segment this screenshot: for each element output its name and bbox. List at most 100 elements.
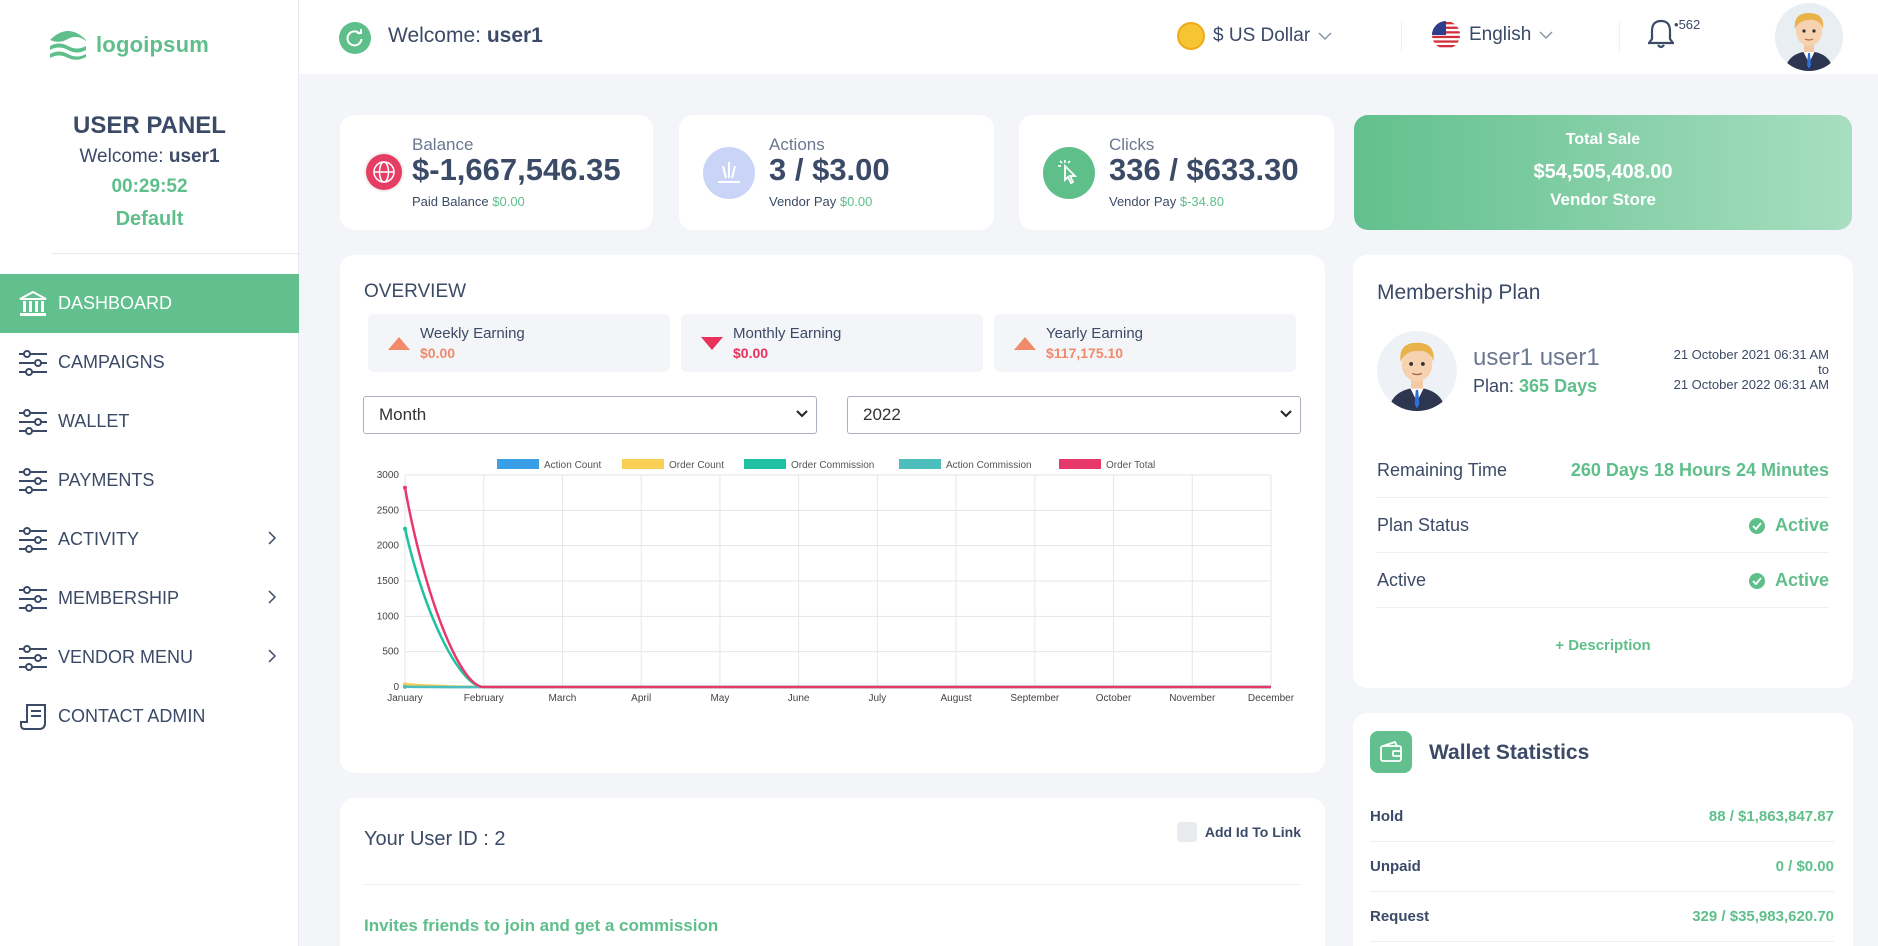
- overview-title: OVERVIEW: [364, 281, 467, 302]
- clicks-card: Clicks 336 / $633.30 Vendor Pay $-34.80: [1019, 115, 1334, 230]
- x-tick-label: November: [1169, 693, 1216, 704]
- user-avatar-icon: [1388, 342, 1446, 411]
- y-tick-label: 0: [393, 682, 399, 693]
- yearly-earning: Yearly Earning $117,175.10: [994, 314, 1296, 372]
- actions-card: Actions 3 / $3.00 Vendor Pay $0.00: [679, 115, 994, 230]
- add-id-to-link-checkbox[interactable]: Add Id To Link: [1176, 822, 1301, 842]
- divider: [364, 884, 1300, 885]
- legend-item[interactable]: Action Count: [497, 459, 601, 471]
- membership-title: Membership Plan: [1377, 281, 1541, 304]
- x-axis: January February March April May June July Augu…: [387, 693, 1295, 704]
- row-label: Active: [1377, 570, 1427, 590]
- period-select[interactable]: Month: [363, 396, 817, 434]
- remaining-time-row: Remaining Time 260 Days 18 Hours 24 Minu…: [1377, 444, 1829, 498]
- refresh-button[interactable]: [339, 22, 371, 54]
- wallet-title: Wallet Statistics: [1429, 741, 1590, 764]
- refresh-icon: [346, 29, 363, 47]
- user-panel-summary: USER PANEL Welcome: user1 00:29:52 Defau…: [0, 112, 299, 231]
- session-timer: 00:29:52: [111, 176, 188, 197]
- language-dropdown[interactable]: English: [1431, 20, 1553, 50]
- chevron-right-icon: [268, 590, 277, 604]
- clicks-label: Clicks: [1109, 135, 1155, 154]
- legend-label: Action Commission: [946, 460, 1032, 471]
- chart-legend: Action Count Order Count Order Commission A…: [497, 459, 1155, 471]
- status-badge: Active: [1748, 515, 1829, 536]
- chart-series: [403, 485, 1271, 689]
- sidebar-item-campaigns[interactable]: CAMPAIGNS: [0, 333, 299, 392]
- legend-label: Order Count: [669, 460, 724, 471]
- row-label: Plan Status: [1377, 515, 1470, 535]
- sidebar-item-wallet[interactable]: WALLET: [0, 392, 299, 451]
- data-point[interactable]: [403, 526, 407, 531]
- overview-card: OVERVIEW Weekly Earning $0.00 Monthly Ea…: [340, 255, 1325, 773]
- logo[interactable]: logoipsum: [48, 28, 209, 62]
- row-value: 329 / $35,983,620.70: [1692, 908, 1834, 925]
- sidebar-item-vendor-menu[interactable]: VENDOR MENU: [0, 628, 299, 687]
- plan-dates: 21 October 2021 06:31 AM to 21 October 2…: [1674, 347, 1829, 392]
- sidebar-item-label: CAMPAIGNS: [58, 352, 165, 372]
- y-tick-label: 1500: [377, 576, 400, 587]
- sidebar-item-contact-admin[interactable]: CONTACT ADMIN: [0, 687, 299, 746]
- plan-status-row: Plan Status Active: [1377, 499, 1829, 553]
- sidebar-item-label: CONTACT ADMIN: [58, 706, 206, 726]
- plan-end-date: 21 October 2022 06:31 AM: [1673, 377, 1829, 392]
- bell-icon: [1646, 19, 1676, 49]
- legend-item[interactable]: Order Commission: [744, 459, 874, 471]
- currency-dropdown[interactable]: $ US Dollar: [1177, 22, 1332, 50]
- checkbox-label: Add Id To Link: [1204, 824, 1301, 840]
- actions-icon: [703, 147, 755, 199]
- x-tick-label: March: [549, 693, 577, 704]
- data-point[interactable]: [403, 485, 407, 490]
- year-select[interactable]: 2022: [847, 396, 1301, 434]
- legend-swatch: [899, 459, 941, 469]
- header-welcome-prefix: Welcome:: [388, 24, 487, 47]
- sidebar-item-membership[interactable]: MEMBERSHIP: [0, 569, 299, 628]
- divider: [52, 253, 300, 254]
- x-tick-label: December: [1248, 693, 1295, 704]
- coin-icon: [1177, 22, 1205, 50]
- y-tick-label: 3000: [377, 470, 400, 481]
- legend-label: Action Count: [544, 460, 601, 471]
- member-plan-value: 365 Days: [1519, 376, 1598, 396]
- trend-down-icon: [701, 337, 723, 350]
- data-point[interactable]: [403, 684, 407, 689]
- member-name: user1 user1: [1473, 344, 1600, 371]
- actions-vendor-pay-value: $0.00: [839, 194, 873, 209]
- paid-balance-value: $0.00: [492, 194, 525, 209]
- status-value: Active: [1774, 515, 1829, 535]
- checkbox-box[interactable]: [1176, 822, 1197, 842]
- legend-item[interactable]: Order Count: [622, 459, 724, 471]
- y-axis: 0 500 1000 1500 2000 2500 3000: [377, 470, 400, 693]
- paid-balance-label: Paid Balance: [412, 194, 489, 209]
- wallet-row-hold: Hold 88 / $1,863,847.87: [1370, 792, 1834, 842]
- paid-balance: Paid Balance $0.00: [412, 194, 525, 209]
- x-tick-label: September: [1010, 693, 1060, 704]
- legend-item[interactable]: Order Total: [1059, 459, 1155, 471]
- sidebar-item-label: PAYMENTS: [58, 470, 155, 490]
- wallet-row-unpaid: Unpaid 0 / $0.00: [1370, 842, 1834, 892]
- x-tick-label: October: [1096, 693, 1132, 704]
- legend-item[interactable]: Action Commission: [899, 459, 1032, 471]
- sliders-icon: [18, 466, 48, 496]
- clicks-value: 336 / $633.30: [1109, 152, 1299, 187]
- x-tick-label: April: [631, 693, 651, 704]
- panel-welcome-prefix: Welcome:: [79, 146, 169, 167]
- status-badge: Active: [1748, 570, 1829, 591]
- header-welcome: Welcome: user1: [388, 24, 543, 48]
- wallet-icon: [1370, 731, 1412, 773]
- y-tick-label: 2500: [377, 505, 400, 516]
- description-link[interactable]: + Description: [1555, 637, 1651, 654]
- status-value: Active: [1774, 570, 1829, 590]
- notifications-button[interactable]: [1646, 18, 1676, 55]
- sliders-icon: [18, 584, 48, 614]
- sidebar-item-payments[interactable]: PAYMENTS: [0, 451, 299, 510]
- sidebar-item-dashboard[interactable]: DASHBOARD: [0, 274, 299, 333]
- sidebar-item-activity[interactable]: ACTIVITY: [0, 510, 299, 569]
- sliders-icon: [18, 407, 48, 437]
- user-id-title: Your User ID : 2: [364, 828, 506, 850]
- currency-label: $ US Dollar: [1213, 25, 1311, 46]
- sliders-icon: [18, 525, 48, 555]
- x-tick-label: July: [868, 693, 886, 704]
- avatar[interactable]: [1775, 3, 1843, 71]
- row-label: Remaining Time: [1377, 460, 1508, 480]
